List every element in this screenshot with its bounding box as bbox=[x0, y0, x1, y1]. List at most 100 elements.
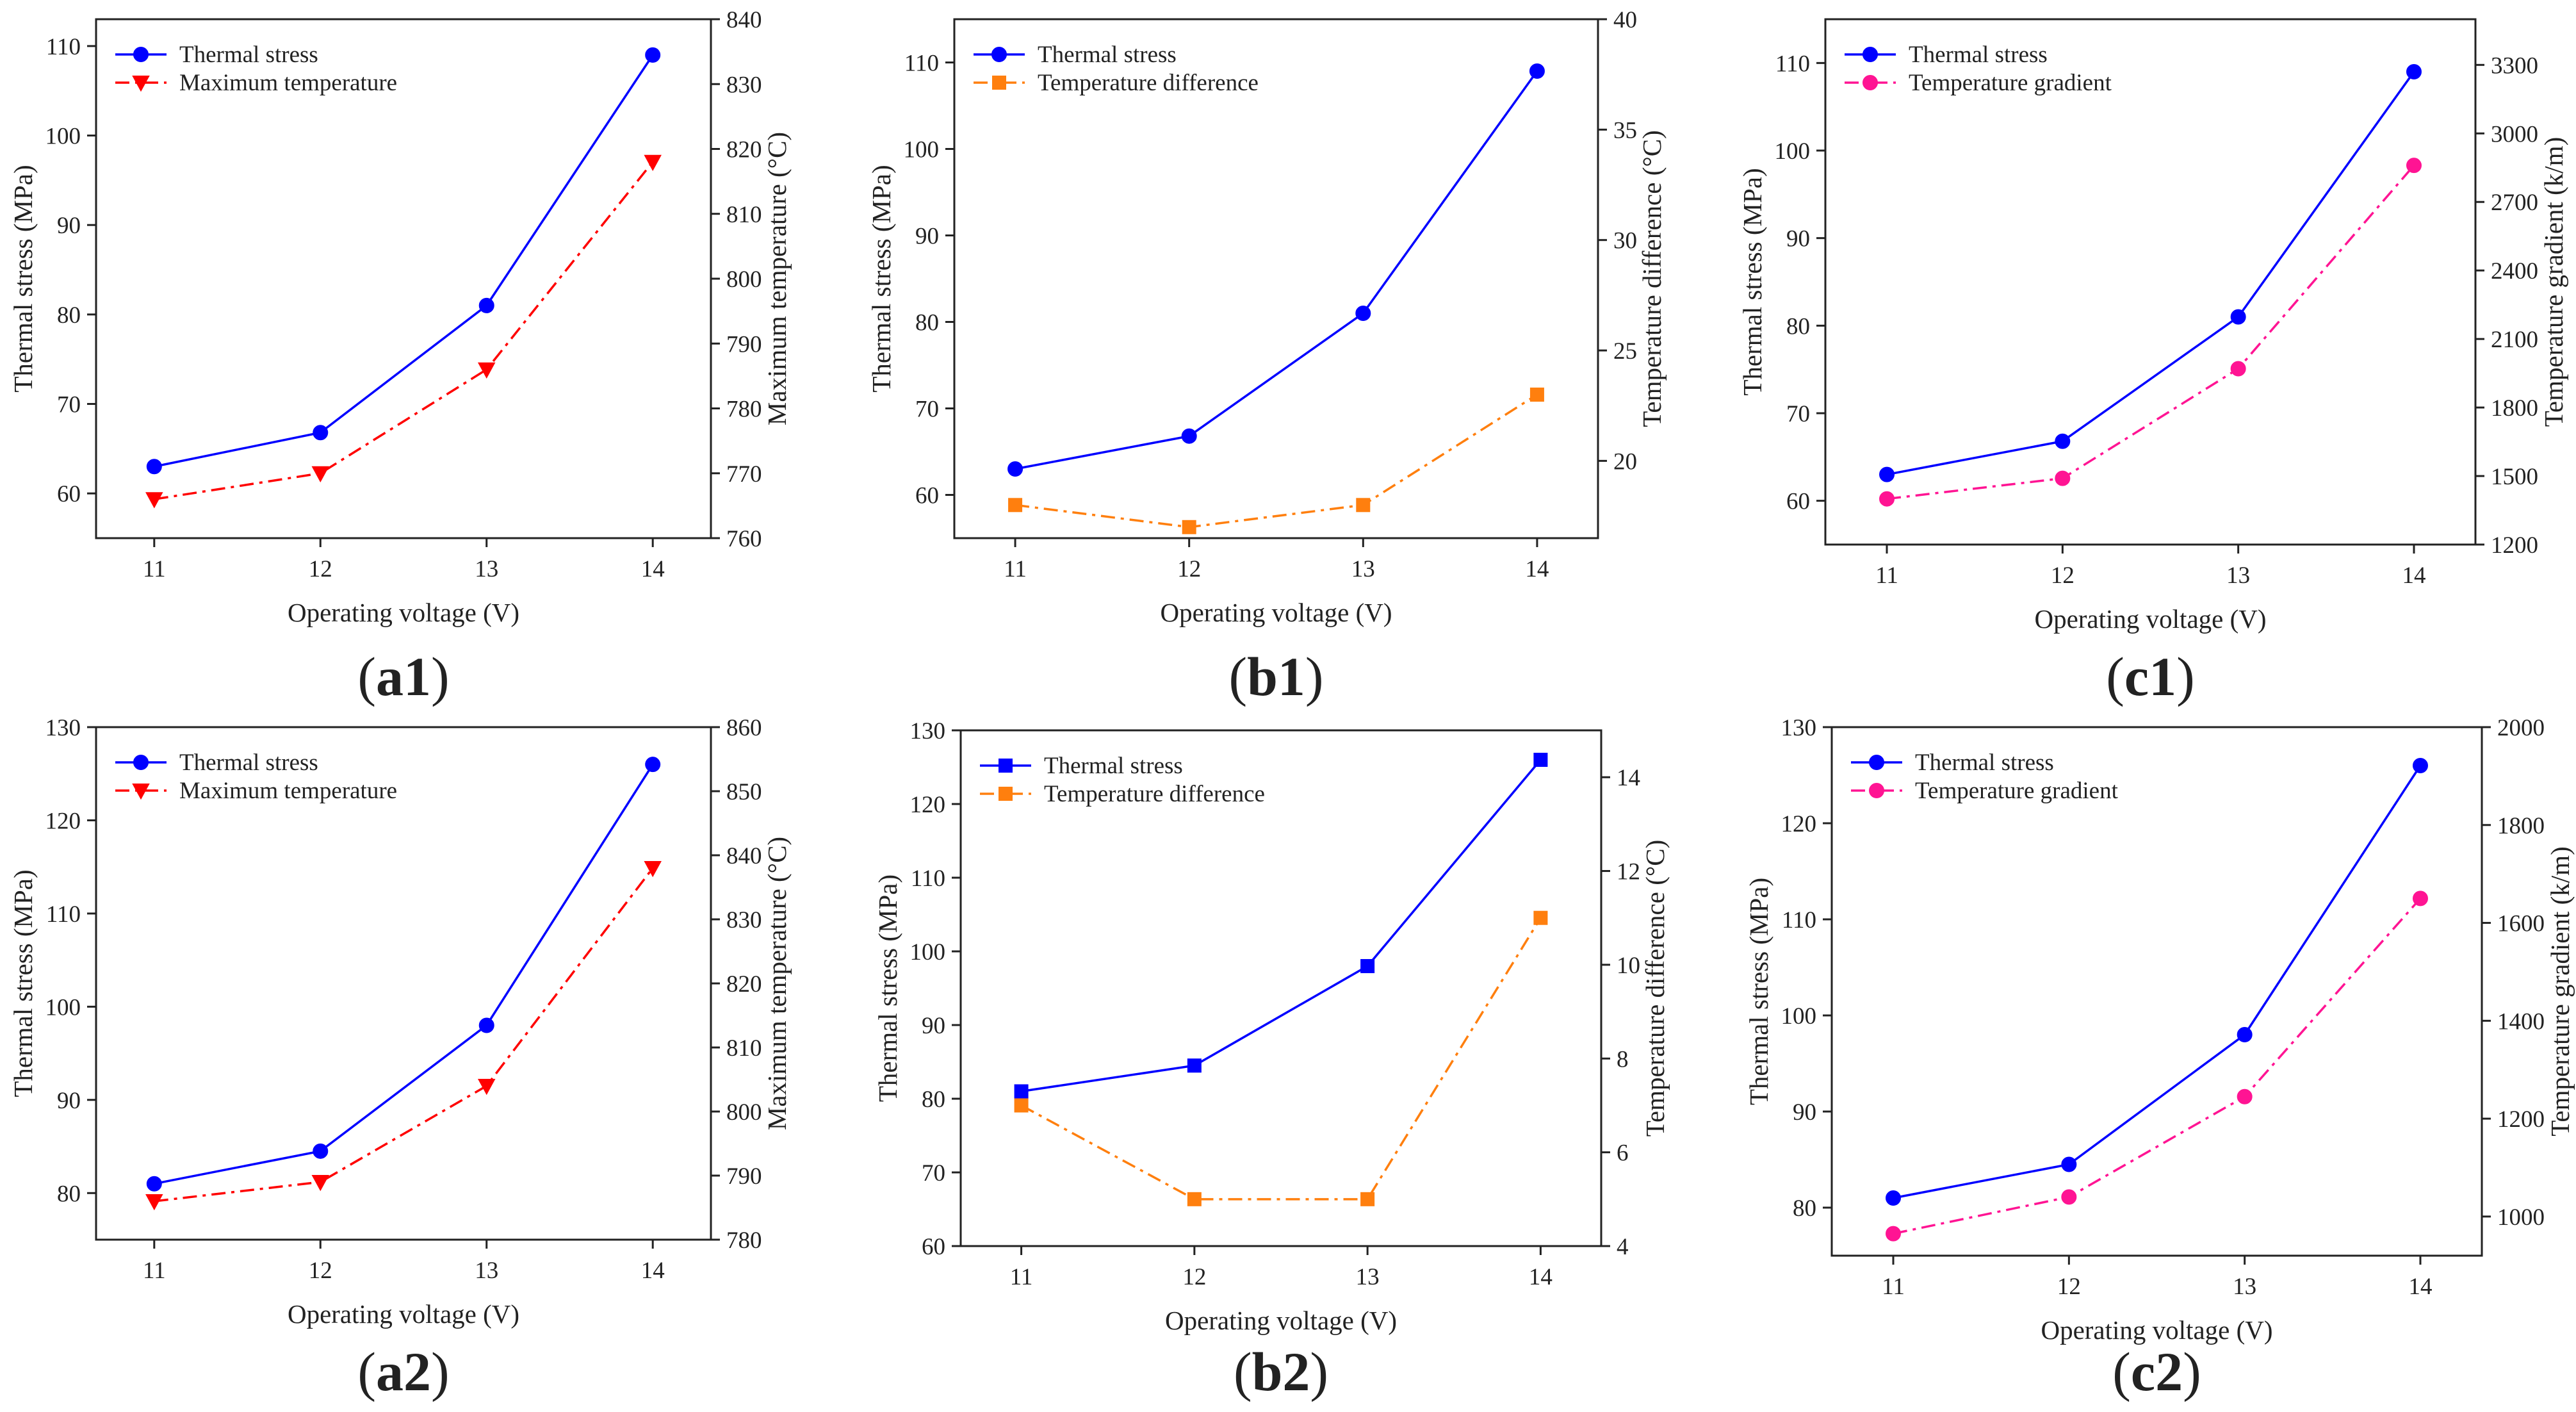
y2-axis-title-b2: Temperature difference (°C) bbox=[1640, 840, 1670, 1137]
x-tick-label-a2: 12 bbox=[309, 1258, 332, 1284]
x-tick-label-a2: 11 bbox=[143, 1258, 166, 1284]
y2-tick-label-a2: 860 bbox=[726, 715, 762, 741]
data-point-b2-1 bbox=[1533, 910, 1548, 925]
data-point-b2-0 bbox=[1014, 1084, 1029, 1099]
y2-tick-label-c1: 1500 bbox=[2491, 464, 2538, 490]
y-tick-label-c2: 130 bbox=[1781, 715, 1817, 741]
y-axis-title-b2: Thermal stress (MPa) bbox=[873, 874, 902, 1102]
y2-tick-label-a2: 830 bbox=[726, 907, 762, 933]
legend-marker-b2-1 bbox=[999, 787, 1013, 801]
x-tick-label-b1: 11 bbox=[1004, 556, 1027, 582]
data-point-b1-1 bbox=[1182, 520, 1196, 534]
y2-tick-label-c1: 1200 bbox=[2491, 532, 2538, 559]
data-point-c1-1 bbox=[2230, 361, 2246, 377]
y-tick-label-c1: 100 bbox=[1775, 138, 1811, 165]
y-tick-label-b2: 120 bbox=[910, 792, 946, 818]
y2-tick-label-a1: 810 bbox=[726, 202, 762, 228]
y2-tick-label-a2: 840 bbox=[726, 843, 762, 869]
x-tick-label-c2: 12 bbox=[2057, 1274, 2081, 1300]
x-tick-label-b1: 14 bbox=[1525, 556, 1549, 582]
y-tick-label-c2: 90 bbox=[1793, 1099, 1816, 1126]
legend-label-c2-0: Thermal stress bbox=[1915, 750, 2054, 776]
series-line-a2-1 bbox=[154, 867, 654, 1203]
data-point-b2-0 bbox=[1360, 959, 1375, 973]
y2-tick-label-c2: 1000 bbox=[2497, 1204, 2545, 1231]
y2-tick-label-b1: 40 bbox=[1613, 7, 1637, 33]
y-tick-label-c1: 70 bbox=[1786, 401, 1810, 427]
y-tick-label-a1: 100 bbox=[45, 124, 81, 150]
y2-tick-label-b2: 6 bbox=[1617, 1140, 1629, 1167]
y2-tick-label-b1: 30 bbox=[1613, 228, 1637, 254]
y2-tick-label-c1: 3300 bbox=[2491, 53, 2538, 79]
y-tick-label-a1: 60 bbox=[57, 481, 81, 507]
data-point-c2-0 bbox=[2237, 1027, 2253, 1042]
y-tick-label-c2: 100 bbox=[1781, 1003, 1817, 1030]
x-tick-label-c1: 12 bbox=[2051, 562, 2075, 589]
x-axis-title-c2: Operating voltage (V) bbox=[2041, 1315, 2272, 1345]
y-tick-label-b2: 90 bbox=[922, 1013, 945, 1039]
x-axis-title-b1: Operating voltage (V) bbox=[1160, 598, 1392, 627]
y-tick-label-b1: 70 bbox=[915, 397, 939, 423]
y-tick-label-a2: 100 bbox=[45, 994, 81, 1021]
series-line-c1-1 bbox=[1886, 165, 2415, 500]
y2-tick-label-c2: 1800 bbox=[2497, 813, 2545, 839]
x-tick-label-c2: 14 bbox=[2408, 1274, 2432, 1300]
y-tick-label-b2: 110 bbox=[911, 866, 945, 892]
y2-tick-label-a1: 760 bbox=[726, 526, 762, 552]
x-axis-title-b2: Operating voltage (V) bbox=[1165, 1306, 1397, 1335]
y2-tick-label-b2: 10 bbox=[1617, 953, 1640, 979]
data-point-a2-0 bbox=[146, 1176, 162, 1192]
y2-axis-title-c1: Temperature gradient (k/m) bbox=[2539, 137, 2568, 427]
data-point-c2-1 bbox=[2237, 1088, 2253, 1104]
y2-tick-label-c1: 2700 bbox=[2491, 190, 2538, 216]
panel-label-c1: (c1) bbox=[2106, 646, 2194, 707]
legend-label-b2-0: Thermal stress bbox=[1044, 753, 1183, 779]
y-tick-label-b1: 90 bbox=[915, 224, 939, 250]
data-point-a2-1 bbox=[311, 1175, 330, 1192]
legend-marker-a1-1 bbox=[132, 76, 150, 92]
x-tick-label-c2: 11 bbox=[1882, 1274, 1905, 1300]
y-tick-label-a1: 80 bbox=[57, 302, 81, 329]
legend-label-b1-1: Temperature difference bbox=[1038, 70, 1259, 96]
panel-label-c2: (c2) bbox=[2112, 1341, 2201, 1402]
y2-tick-label-a2: 790 bbox=[726, 1163, 762, 1190]
data-point-b1-1 bbox=[1008, 498, 1023, 513]
data-point-a2-1 bbox=[644, 861, 662, 878]
data-point-b2-0 bbox=[1187, 1058, 1202, 1073]
y2-tick-label-a2: 850 bbox=[726, 779, 762, 805]
legend-marker-c2-0 bbox=[1869, 755, 1884, 770]
legend-marker-c1-0 bbox=[1863, 47, 1878, 62]
data-point-c1-0 bbox=[2230, 309, 2246, 325]
x-tick-label-a2: 13 bbox=[475, 1258, 498, 1284]
y2-tick-label-a1: 840 bbox=[726, 7, 762, 33]
y2-tick-label-b2: 14 bbox=[1617, 765, 1640, 791]
series-line-b1-0 bbox=[1015, 70, 1538, 470]
y-tick-label-c1: 60 bbox=[1786, 489, 1810, 515]
x-tick-label-c2: 13 bbox=[2233, 1274, 2256, 1300]
data-point-b1-0 bbox=[1529, 63, 1545, 79]
data-point-a1-0 bbox=[146, 459, 162, 475]
data-point-c1-1 bbox=[1879, 491, 1895, 507]
plot-frame-c1 bbox=[1824, 18, 2477, 546]
panel-label-b2: (b2) bbox=[1234, 1341, 1328, 1402]
data-point-c1-1 bbox=[2055, 470, 2071, 486]
data-point-b1-1 bbox=[1356, 498, 1371, 513]
data-point-c1-0 bbox=[2055, 433, 2071, 449]
legend-marker-c2-1 bbox=[1869, 783, 1884, 798]
y-tick-label-b2: 130 bbox=[910, 718, 946, 744]
y-tick-label-b2: 60 bbox=[922, 1234, 945, 1260]
series-line-a1-1 bbox=[154, 161, 654, 500]
data-point-b1-0 bbox=[1181, 428, 1197, 444]
y-tick-label-a2: 110 bbox=[46, 901, 81, 928]
y2-tick-label-a2: 780 bbox=[726, 1227, 762, 1254]
x-tick-label-b2: 11 bbox=[1010, 1264, 1033, 1290]
y2-tick-label-a2: 810 bbox=[726, 1035, 762, 1062]
x-tick-label-a1: 12 bbox=[309, 556, 332, 582]
data-point-b2-1 bbox=[1360, 1192, 1375, 1206]
series-line-c2-0 bbox=[1893, 765, 2422, 1199]
x-tick-label-b2: 13 bbox=[1356, 1264, 1380, 1290]
data-point-c2-1 bbox=[2061, 1189, 2077, 1205]
data-point-c2-1 bbox=[2412, 891, 2428, 907]
series-line-c1-0 bbox=[1886, 70, 2415, 476]
